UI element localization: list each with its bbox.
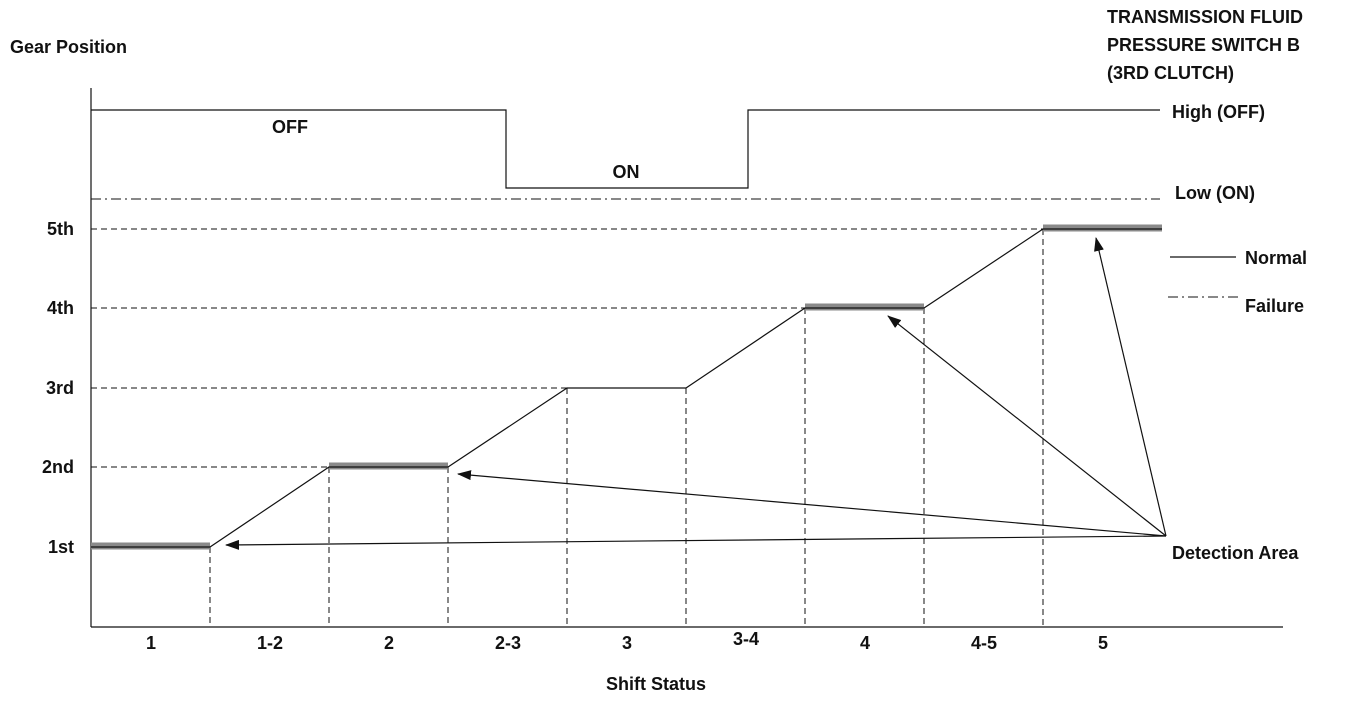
level-label: High (OFF) <box>1172 102 1265 122</box>
level-label: Low (ON) <box>1175 183 1255 203</box>
y-axis-label: Gear Position <box>10 37 127 57</box>
guides <box>91 228 1044 627</box>
shift-label: 1-2 <box>257 633 283 653</box>
state-label: OFF <box>272 117 308 137</box>
shift-label: 4 <box>860 633 870 653</box>
state-label: ON <box>613 162 640 182</box>
shift-label: 2 <box>384 633 394 653</box>
gear-label: 1st <box>48 537 74 557</box>
title-line: TRANSMISSION FLUID <box>1107 7 1303 27</box>
gear-label: 3rd <box>46 378 74 398</box>
switch-signal <box>91 109 1160 189</box>
shift-label: 2-3 <box>495 633 521 653</box>
arrows <box>225 237 1167 550</box>
gear-label: 4th <box>47 298 74 318</box>
gear-label: 2nd <box>42 457 74 477</box>
shift-label: 3 <box>622 633 632 653</box>
shift-label: 1 <box>146 633 156 653</box>
x-axis-label: Shift Status <box>606 674 706 694</box>
shift-label: 3-4 <box>733 629 759 649</box>
detection-label: Detection Area <box>1172 543 1299 563</box>
gear-line <box>91 228 1162 548</box>
shift-label: 5 <box>1098 633 1108 653</box>
legend-label: Failure <box>1245 296 1304 316</box>
title-line: (3RD CLUTCH) <box>1107 63 1234 83</box>
legend-label: Normal <box>1245 248 1307 268</box>
title-line: PRESSURE SWITCH B <box>1107 35 1300 55</box>
gear-label: 5th <box>47 219 74 239</box>
detection-bars <box>91 224 1162 550</box>
shift-label: 4-5 <box>971 633 997 653</box>
shift-labels: 1 1-2 2 2-3 3 3-4 4 4-5 5 <box>146 629 1108 653</box>
